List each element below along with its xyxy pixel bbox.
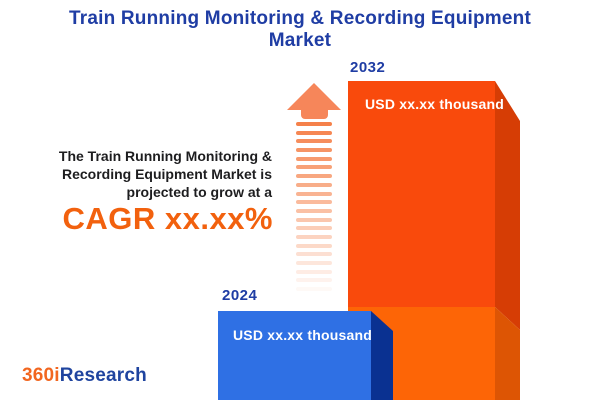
growth-arrow-dash xyxy=(296,191,332,196)
growth-arrow-dash xyxy=(296,174,332,179)
growth-arrow-dash xyxy=(296,217,332,222)
growth-arrow-stub xyxy=(301,107,328,119)
growth-arrow-dash xyxy=(296,287,332,292)
logo-part-360i: 360i xyxy=(22,365,60,386)
growth-arrow-dash xyxy=(296,182,332,187)
growth-arrow-dash xyxy=(296,148,332,153)
bar-2024-side xyxy=(371,311,393,400)
bar-2024-face xyxy=(218,311,371,400)
year-label-2032: 2032 xyxy=(350,59,386,76)
bar-2032-side-lower xyxy=(495,307,520,400)
growth-arrow-dash xyxy=(296,252,332,257)
growth-arrow-dash xyxy=(296,156,332,161)
page-title-line2: Market xyxy=(268,30,332,51)
growth-arrow-dash xyxy=(296,261,332,265)
growth-description-line3: projected to grow at a xyxy=(126,184,272,200)
growth-arrow-dash xyxy=(296,165,332,170)
bar-value-2032: USD xx.xx thousand xyxy=(365,96,504,112)
growth-arrow-dash xyxy=(296,269,332,274)
logo-part-research: Research xyxy=(59,365,147,386)
year-label-2024: 2024 xyxy=(222,287,258,304)
page-title: Train Running Monitoring & Recording Equ… xyxy=(0,8,600,52)
growth-arrow-icon xyxy=(287,83,341,110)
page-title-line1: Train Running Monitoring & Recording Equ… xyxy=(69,8,531,29)
growth-arrow-dash xyxy=(296,226,332,231)
growth-arrow-dash xyxy=(296,278,332,283)
growth-arrow-dashes xyxy=(296,122,332,296)
bar-2032-face-upper xyxy=(348,81,495,307)
cagr-value: CAGR xx.xx% xyxy=(62,201,273,236)
growth-arrow-dash xyxy=(296,234,332,239)
growth-arrow-dash xyxy=(296,122,332,126)
bar-2024 xyxy=(218,311,393,400)
growth-arrow-dash xyxy=(296,139,332,144)
company-logo: 360iResearch xyxy=(22,365,147,387)
bar-2032-side-upper xyxy=(495,81,520,330)
growth-arrow-dash xyxy=(296,200,332,205)
growth-description-line1: The Train Running Monitoring & xyxy=(58,148,272,164)
bar-2032 xyxy=(348,81,520,400)
growth-description-line2: Recording Equipment Market is xyxy=(61,166,272,182)
growth-arrow-dash xyxy=(296,243,332,248)
growth-arrow-dash xyxy=(296,208,332,213)
bar-value-2024: USD xx.xx thousand xyxy=(233,327,372,343)
growth-arrow-dash xyxy=(296,130,332,135)
growth-description: The Train Running Monitoring & Recording… xyxy=(59,147,272,201)
